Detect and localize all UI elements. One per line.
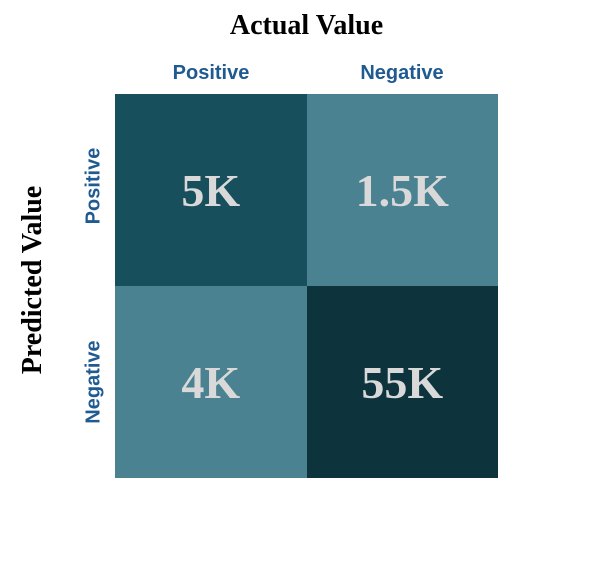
y-axis-label: Predicted Value	[17, 185, 48, 375]
column-label-negative: Negative	[360, 62, 444, 84]
cell-true-negative: 55K	[306, 286, 498, 478]
row-label-positive: Positive	[82, 147, 105, 225]
chart-title: Actual Value	[229, 10, 384, 41]
cell-false-positive: 1.5K	[306, 94, 498, 286]
confusion-matrix-grid: 5K 1.5K 4K 55K	[115, 94, 498, 478]
cell-false-negative: 4K	[115, 286, 307, 478]
row-label-negative: Negative	[82, 340, 105, 424]
column-label-positive: Positive	[172, 62, 250, 84]
cell-true-positive: 5K	[115, 94, 307, 286]
